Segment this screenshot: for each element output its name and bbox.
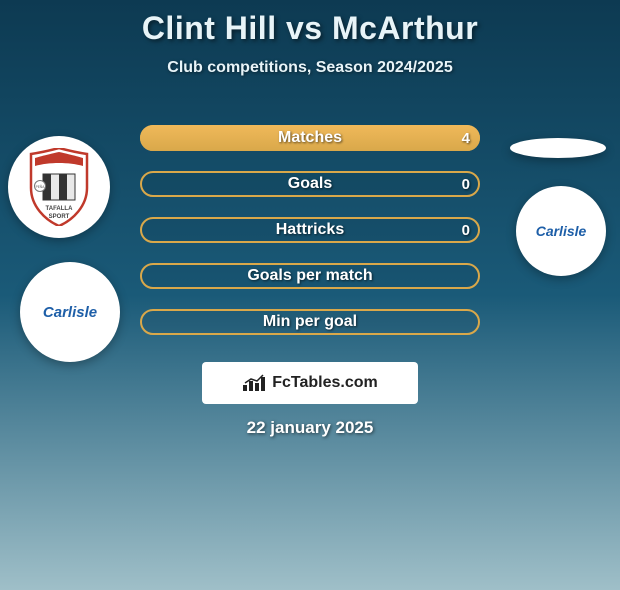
stat-row: Goals 0 xyxy=(140,171,480,197)
subtitle: Club competitions, Season 2024/2025 xyxy=(0,59,620,77)
club-badge-right-bottom: Carlisle xyxy=(516,186,606,276)
bar-label: Matches xyxy=(140,125,480,151)
stat-row: Hattricks 0 xyxy=(140,217,480,243)
carlisle-logo-text: Carlisle xyxy=(536,223,587,239)
bar-label: Goals per match xyxy=(140,263,480,289)
svg-text:PEÑA: PEÑA xyxy=(36,184,46,189)
club-badge-left-top: TAFALLA SPORT PEÑA xyxy=(8,136,110,238)
watermark: FcTables.com xyxy=(202,362,418,404)
bar-value-right: 4 xyxy=(462,125,470,151)
stat-row: Goals per match xyxy=(140,263,480,289)
stat-row: Min per goal xyxy=(140,309,480,335)
watermark-text: FcTables.com xyxy=(272,374,378,392)
bar-label: Hattricks xyxy=(140,217,480,243)
carlisle-logo-text: Carlisle xyxy=(43,304,97,321)
bar-label: Goals xyxy=(140,171,480,197)
club-badge-left-bottom: Carlisle xyxy=(20,262,120,362)
stat-row: Matches 4 xyxy=(140,125,480,151)
bar-chart-icon xyxy=(242,374,266,392)
date-label: 22 january 2025 xyxy=(247,418,374,438)
svg-text:SPORT: SPORT xyxy=(49,214,70,220)
shield-icon: TAFALLA SPORT PEÑA xyxy=(29,148,89,226)
svg-text:TAFALLA: TAFALLA xyxy=(46,206,74,212)
club-badge-right-top xyxy=(510,138,606,158)
bar-label: Min per goal xyxy=(140,309,480,335)
bar-value-right: 0 xyxy=(462,171,470,197)
bar-value-right: 0 xyxy=(462,217,470,243)
page-title: Clint Hill vs McArthur xyxy=(0,10,620,47)
